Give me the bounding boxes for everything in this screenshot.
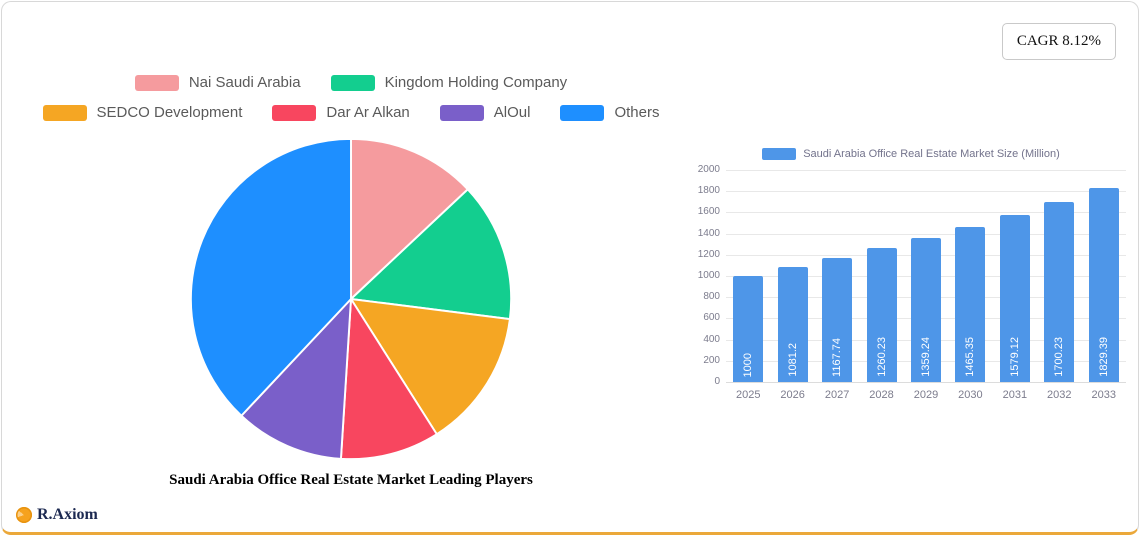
bar-column-2025: 1000 [726,170,770,382]
pie-chart-title: Saudi Arabia Office Real Estate Market L… [169,472,533,488]
legend-label: Dar Ar Alkan [326,104,410,121]
y-tick-label: 1000 [697,270,720,281]
bar-column-2032: 1700.23 [1037,170,1081,382]
legend-swatch-nai-saudi-arabia [134,74,179,91]
bar-value-label: 1081.2 [786,343,799,377]
pie-legend-row-1: Nai Saudi Arabia Kingdom Holding Company [26,74,676,91]
gridline [726,212,1126,214]
bar-2025[interactable]: 1000 [733,276,764,382]
bar-2030[interactable]: 1465.35 [955,226,986,382]
legend-item-aloul[interactable]: AlOul [439,104,531,121]
bar-chart-x-axis: 2025 2026 2027 2028 2029 2030 2031 2032 2033 [726,389,1126,401]
y-tick-label: 600 [703,312,720,324]
bar-column-2030: 1465.35 [948,170,992,382]
pie-slice-aloul[interactable] [240,298,352,460]
bar-value-label: 1359.24 [919,337,932,377]
x-tick-label-2030: 2030 [958,389,983,401]
y-tick-label: 2000 [697,164,720,175]
bar-2028[interactable]: 1260.23 [866,248,897,382]
bar-column-2027: 1167.74 [815,170,859,382]
bar-chart-area: 0 200 400 600 800 1000 1200 1400 1600 1800 2000 10… [690,164,1132,387]
bar-column-2028: 1260.23 [859,170,903,382]
legend-swatch-dar-ar-alkan [272,104,317,121]
legend-label: Others [614,104,660,121]
cagr-badge: CAGR 8.12% [1001,23,1116,60]
bar-chart-bars: 1000 1081.2 1167.74 1260.23 1359.24 1465.35 15… [726,170,1126,382]
pie-chart-panel: Nai Saudi Arabia Kingdom Holding Company … [26,74,676,489]
bar-2033[interactable]: 1829.39 [1088,188,1119,382]
pie-slice-nai-saudi-arabia[interactable] [350,137,469,300]
x-tick-label-2026: 2026 [780,389,805,401]
bar-legend-label: Saudi Arabia Office Real Estate Market S… [803,148,1060,160]
bar-column-2029: 1359.24 [904,170,948,382]
bar-value-label: 1700.23 [1053,337,1066,377]
bar-value-label: 1167.74 [831,338,844,377]
bar-value-label: 1465.35 [964,337,977,377]
legend-label: SEDCO Development [96,104,243,121]
brand-name: R.Axiom [37,506,98,523]
x-tick-label-2029: 2029 [913,389,939,401]
bar-legend-swatch [762,148,797,160]
x-tick-label-2031: 2031 [1002,389,1028,401]
bar-value-label: 1260.23 [875,337,888,377]
y-tick-label: 1800 [697,185,720,197]
pie-slice-sedco-development[interactable] [350,298,511,436]
legend-swatch-sedco-development [42,104,87,121]
y-tick-label: 200 [703,354,720,366]
y-tick-label: 0 [714,376,720,387]
bar-chart-legend[interactable]: Saudi Arabia Office Real Estate Market S… [690,148,1132,160]
legend-item-others[interactable]: Others [560,104,659,121]
y-tick-label: 800 [703,291,720,303]
pie-chart [26,134,676,464]
legend-label: AlOul [493,104,531,121]
bar-value-label: 1000 [742,352,755,377]
bar-chart-y-axis: 0 200 400 600 800 1000 1200 1400 1600 1800 2000 [690,164,726,387]
bar-column-2031: 1579.12 [993,170,1037,382]
pie-slice-kingdom-holding-company[interactable] [350,188,513,321]
bar-column-2033: 1829.39 [1082,170,1126,382]
brand-logo: R.Axiom [16,506,98,524]
legend-swatch-aloul [439,104,484,121]
pie-svg [189,137,513,461]
bar-2029[interactable]: 1359.24 [910,237,941,382]
gridline [726,191,1126,193]
bar-value-label: 1829.39 [1097,337,1110,377]
y-tick-label: 1600 [697,206,720,218]
legend-item-kingdom-holding-company[interactable]: Kingdom Holding Company [330,74,568,91]
bar-2032[interactable]: 1700.23 [1044,201,1075,382]
x-tick-label-2028: 2028 [869,389,894,401]
y-tick-label: 1400 [697,227,720,239]
gridline [726,170,1126,171]
legend-label: Kingdom Holding Company [384,74,568,91]
legend-swatch-kingdom-holding-company [330,74,375,91]
x-tick-label-2027: 2027 [824,389,850,401]
x-tick-label-2025: 2025 [735,389,761,401]
bar-2027[interactable]: 1167.74 [822,258,853,382]
pie-legend-row-2: SEDCO Development Dar Ar Alkan AlOul Others [26,104,676,121]
legend-item-sedco-development[interactable]: SEDCO Development [42,104,243,121]
bar-value-label: 1579.12 [1008,337,1021,377]
legend-swatch-others [560,104,605,121]
bar-chart-panel: Saudi Arabia Office Real Estate Market S… [690,148,1132,401]
bar-column-2026: 1081.2 [770,170,814,382]
brand-logo-icon [16,507,32,523]
legend-label: Nai Saudi Arabia [188,74,301,91]
y-tick-label: 1200 [697,248,720,260]
x-tick-label-2033: 2033 [1091,389,1116,401]
bar-2031[interactable]: 1579.12 [999,214,1030,382]
bar-chart-plot: 1000 1081.2 1167.74 1260.23 1359.24 1465.35 15… [726,170,1126,383]
pie-slice-dar-ar-alkan[interactable] [339,298,438,461]
legend-item-dar-ar-alkan[interactable]: Dar Ar Alkan [272,104,410,121]
bar-2026[interactable]: 1081.2 [777,267,808,382]
legend-item-nai-saudi-arabia[interactable]: Nai Saudi Arabia [134,74,301,91]
pie-slice-others[interactable] [189,137,352,417]
x-tick-label-2032: 2032 [1047,389,1072,401]
gridline [726,233,1126,235]
y-tick-label: 400 [703,333,720,345]
